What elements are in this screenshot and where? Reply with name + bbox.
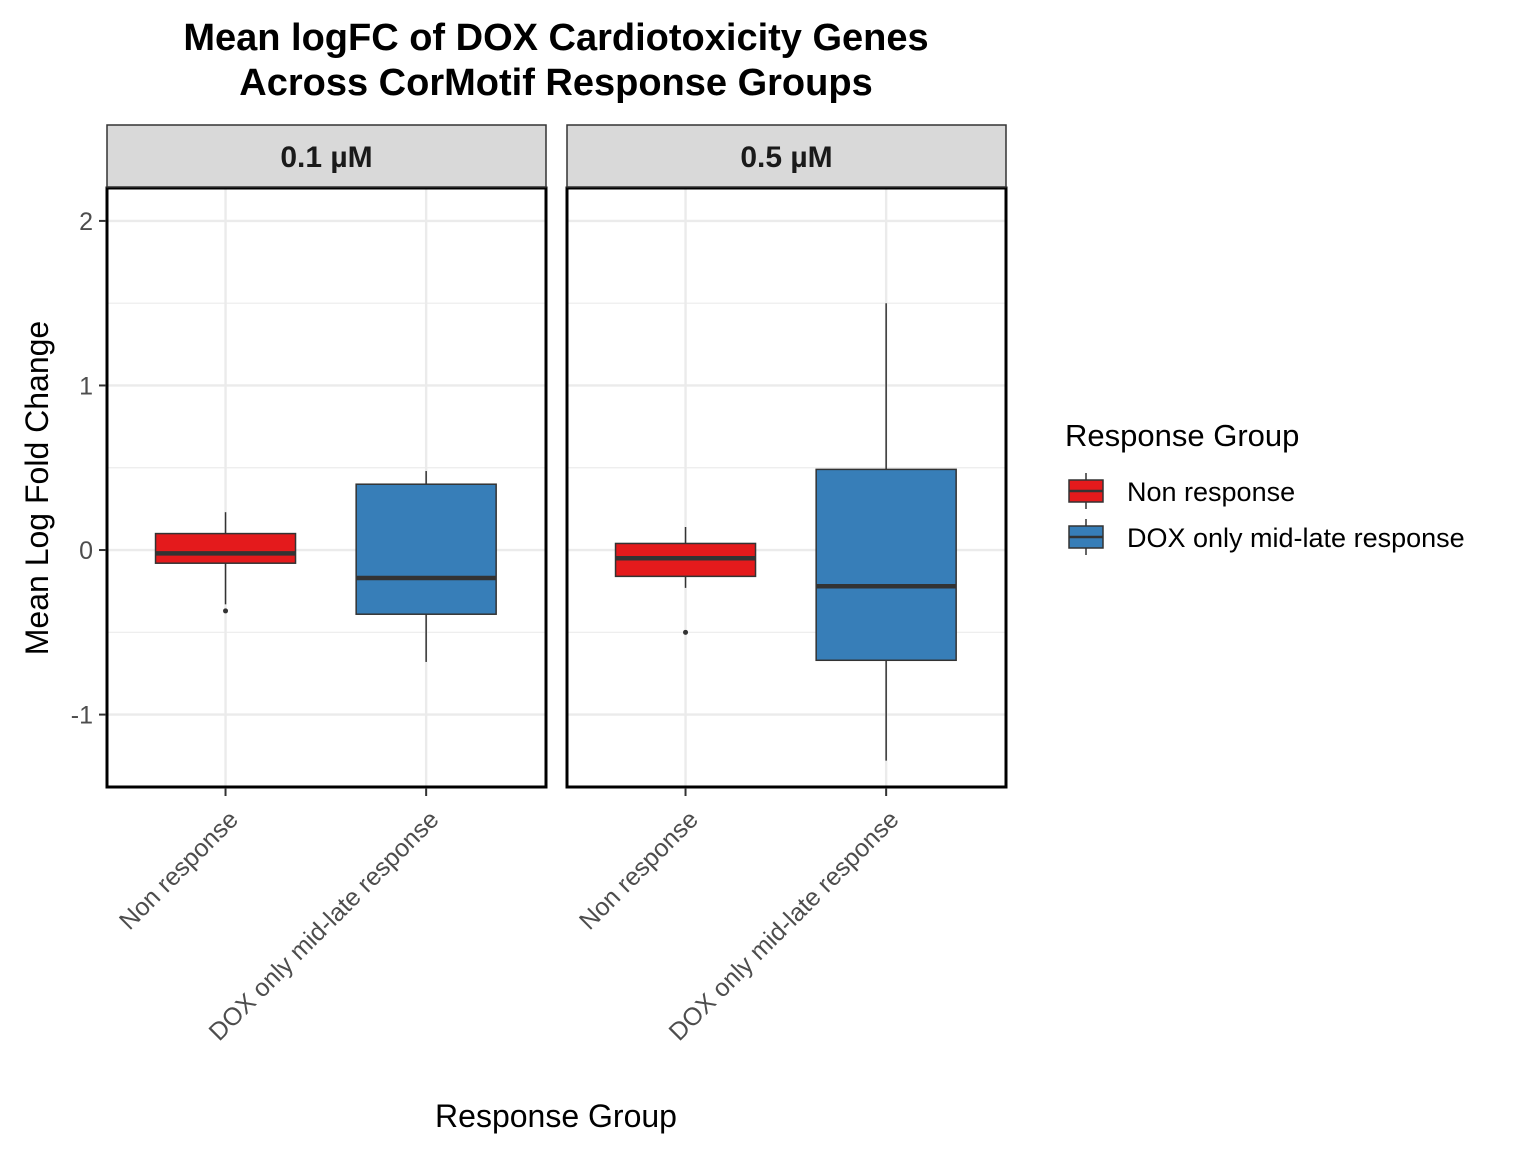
box-2 xyxy=(355,471,497,662)
y-axis: -1 0 1 2 xyxy=(71,208,106,730)
x-tick-label: DOX only mid-late response xyxy=(664,805,905,1046)
y-tick-label: -1 xyxy=(71,702,93,730)
box-body xyxy=(154,532,297,564)
x-tick-label: DOX only mid-late response xyxy=(204,805,445,1046)
x-tick-label: Non response xyxy=(114,805,244,935)
panel-border xyxy=(565,186,1008,789)
outlier-point xyxy=(683,629,689,635)
legend-label: DOX only mid-late response xyxy=(1127,523,1465,553)
x-axis-title: Response Group xyxy=(435,1098,677,1134)
legend-item-1: Non response xyxy=(1068,473,1295,509)
y-tick-label: 0 xyxy=(79,537,93,565)
box-1 xyxy=(614,526,757,635)
box-1 xyxy=(154,512,297,614)
legend-label: Non response xyxy=(1127,477,1295,507)
box-2 xyxy=(815,303,957,761)
facet-strip-label: 0.5 µM xyxy=(740,141,832,174)
x-tick-label: Non response xyxy=(574,805,704,935)
facet-strip-label: 0.1 µM xyxy=(280,141,372,174)
box-body xyxy=(815,468,957,662)
chart-title-line-2: Across CorMotif Response Groups xyxy=(239,62,872,104)
y-axis-title: Mean Log Fold Change xyxy=(19,321,55,655)
chart-title-line-1: Mean logFC of DOX Cardiotoxicity Genes xyxy=(183,17,928,59)
facet-strip xyxy=(106,124,547,188)
legend: Response Group Non response DOX only mid-… xyxy=(1065,418,1465,555)
facet-strip xyxy=(566,124,1007,188)
legend-item-2: DOX only mid-late response xyxy=(1068,519,1465,555)
box-body xyxy=(355,483,497,615)
panel-border xyxy=(105,186,548,789)
y-tick-label: 1 xyxy=(79,372,93,400)
outlier-point xyxy=(223,608,229,614)
legend-title: Response Group xyxy=(1065,418,1299,453)
y-tick-label: 2 xyxy=(79,208,93,236)
legend-items: Non response DOX only mid-late response xyxy=(1068,473,1465,555)
